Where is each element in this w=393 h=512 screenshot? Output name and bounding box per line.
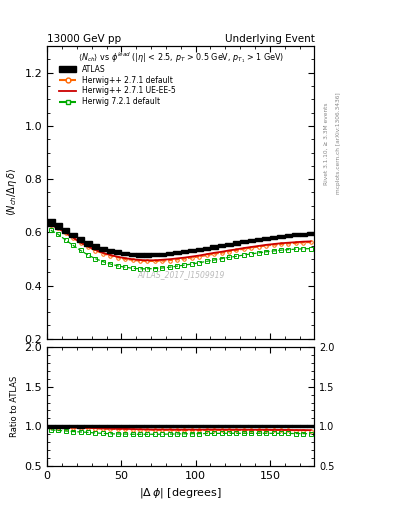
Bar [77, 237, 84, 242]
Bar [84, 241, 92, 246]
Bar [225, 425, 233, 427]
Bar [233, 241, 240, 245]
Bar [307, 425, 314, 427]
Bar [285, 425, 292, 427]
Bar [270, 236, 277, 239]
Bar [299, 425, 307, 427]
Bar [292, 425, 299, 427]
Bar [121, 425, 129, 427]
Bar [77, 425, 84, 428]
Bar [225, 243, 233, 246]
Bar [158, 252, 166, 256]
Y-axis label: Ratio to ATLAS: Ratio to ATLAS [10, 376, 19, 437]
Bar [129, 425, 136, 427]
Bar [136, 425, 144, 427]
Bar [240, 240, 248, 243]
Bar [181, 425, 188, 427]
Text: Underlying Event: Underlying Event [224, 33, 314, 44]
Bar [84, 425, 92, 428]
Bar [173, 425, 181, 427]
Bar [47, 219, 55, 226]
X-axis label: $|\Delta\,\phi|$ [degrees]: $|\Delta\,\phi|$ [degrees] [140, 486, 222, 500]
Bar [62, 425, 70, 428]
Bar [255, 238, 263, 241]
Legend: ATLAS, Herwig++ 2.7.1 default, Herwig++ 2.7.1 UE-EE-5, Herwig 7.2.1 default: ATLAS, Herwig++ 2.7.1 default, Herwig++ … [56, 61, 179, 110]
Bar [107, 425, 114, 428]
Bar [203, 425, 211, 427]
Bar [188, 425, 196, 427]
Bar [55, 425, 62, 428]
Bar [151, 253, 158, 257]
Text: mcplots.cern.ch [arXiv:1306.3436]: mcplots.cern.ch [arXiv:1306.3436] [336, 93, 341, 194]
Bar [211, 245, 218, 248]
Bar [277, 234, 285, 238]
Bar [248, 239, 255, 242]
Y-axis label: $\langle N_{ch}/ \Delta\eta\,\delta\rangle$: $\langle N_{ch}/ \Delta\eta\,\delta\rang… [5, 168, 19, 217]
Bar [114, 425, 121, 428]
Bar [196, 425, 203, 427]
Bar [121, 252, 129, 255]
Bar [99, 247, 107, 251]
Bar [151, 425, 158, 427]
Bar [166, 252, 173, 255]
Bar [92, 244, 99, 248]
Bar [144, 425, 151, 427]
Bar [70, 232, 77, 238]
Bar [166, 425, 173, 427]
Bar [136, 253, 144, 257]
Bar [70, 425, 77, 428]
Bar [203, 247, 211, 250]
Bar [107, 249, 114, 252]
Bar [62, 228, 70, 233]
Bar [92, 425, 99, 428]
Bar [55, 223, 62, 229]
Bar [129, 253, 136, 256]
Bar [263, 237, 270, 240]
Bar [196, 248, 203, 251]
Text: $\langle N_{ch}\rangle$ vs $\phi^{lead}$ ($|\eta|$ < 2.5, $p_T$ > 0.5 GeV, $p_{T: $\langle N_{ch}\rangle$ vs $\phi^{lead}$… [77, 51, 284, 66]
Bar [255, 425, 263, 427]
Bar [211, 425, 218, 427]
Bar [233, 425, 240, 427]
Text: Rivet 3.1.10, ≥ 3.3M events: Rivet 3.1.10, ≥ 3.3M events [324, 102, 329, 185]
Bar [188, 249, 196, 252]
Bar [263, 425, 270, 427]
Bar [292, 233, 299, 237]
Bar [240, 425, 248, 427]
Bar [270, 425, 277, 427]
Text: 13000 GeV pp: 13000 GeV pp [47, 33, 121, 44]
Bar [114, 250, 121, 254]
Bar [144, 253, 151, 257]
Bar [285, 234, 292, 237]
Bar [218, 425, 225, 427]
Bar [248, 425, 255, 427]
Bar [181, 250, 188, 253]
Bar [47, 425, 55, 428]
Bar [277, 425, 285, 427]
Text: ATLAS_2017_I1509919: ATLAS_2017_I1509919 [137, 270, 224, 279]
Bar [173, 251, 181, 254]
Bar [99, 425, 107, 428]
Bar [218, 244, 225, 247]
Bar [158, 425, 166, 427]
Bar [307, 232, 314, 236]
Bar [299, 232, 307, 236]
